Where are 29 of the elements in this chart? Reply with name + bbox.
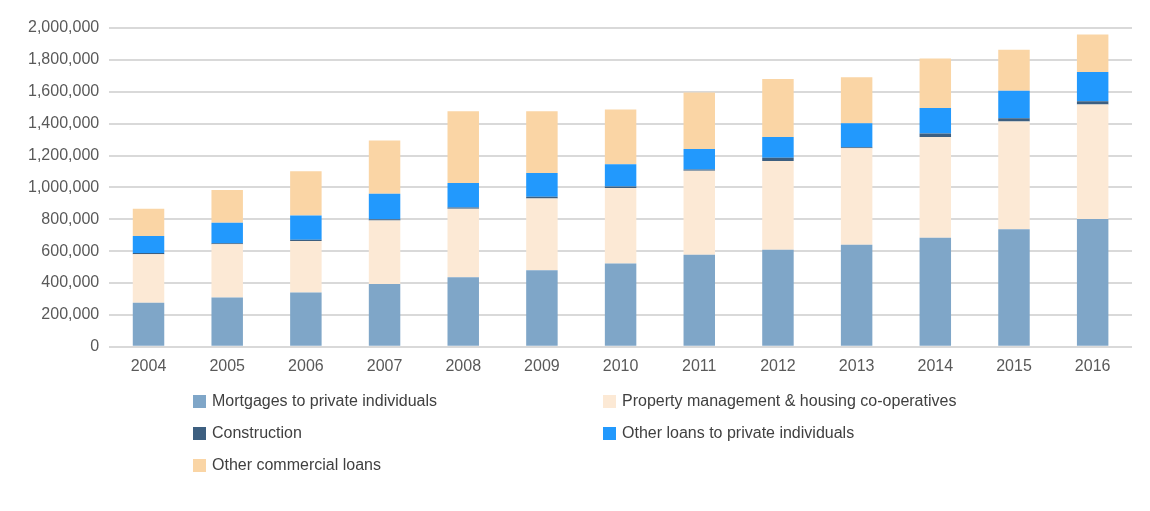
y-tick-label: 1,400,000 [27,114,100,132]
x-tick-label: 2005 [209,356,246,374]
y-tick-label: 1,000,000 [27,177,100,195]
x-tick-label: 2012 [760,356,796,374]
y-tick-label: 2,000,000 [27,18,100,36]
x-tick-label: 2008 [445,356,482,374]
y-tick-label: 600,000 [41,241,100,259]
legend-label: Other loans to private individuals [622,424,855,442]
y-tick-label: 1,800,000 [27,50,100,68]
x-tick-label: 2013 [838,356,875,374]
legend-label: Mortgages to private individuals [212,392,438,410]
y-tick-label: 1,600,000 [27,82,100,100]
x-tick-label: 2016 [1074,356,1111,374]
y-tick-label: 200,000 [41,305,100,323]
x-tick-label: 2014 [917,356,954,374]
y-tick-label: 0 [90,337,100,355]
x-tick-label: 2010 [602,356,639,374]
y-tick-label: 800,000 [41,209,100,227]
x-tick-label: 2009 [524,356,560,374]
x-tick-label: 2004 [130,356,167,374]
x-tick-label: 2006 [288,356,324,374]
legend-label: Construction [212,424,302,442]
x-tick-label: 2015 [996,356,1032,374]
legend-label: Other commercial loans [212,456,381,474]
x-tick-label: 2007 [366,356,403,374]
y-tick-label: 1,200,000 [27,145,100,163]
x-tick-label: 2011 [682,356,717,374]
y-tick-label: 400,000 [41,273,100,291]
legend-label: Property management & housing co-operatives [622,392,957,410]
